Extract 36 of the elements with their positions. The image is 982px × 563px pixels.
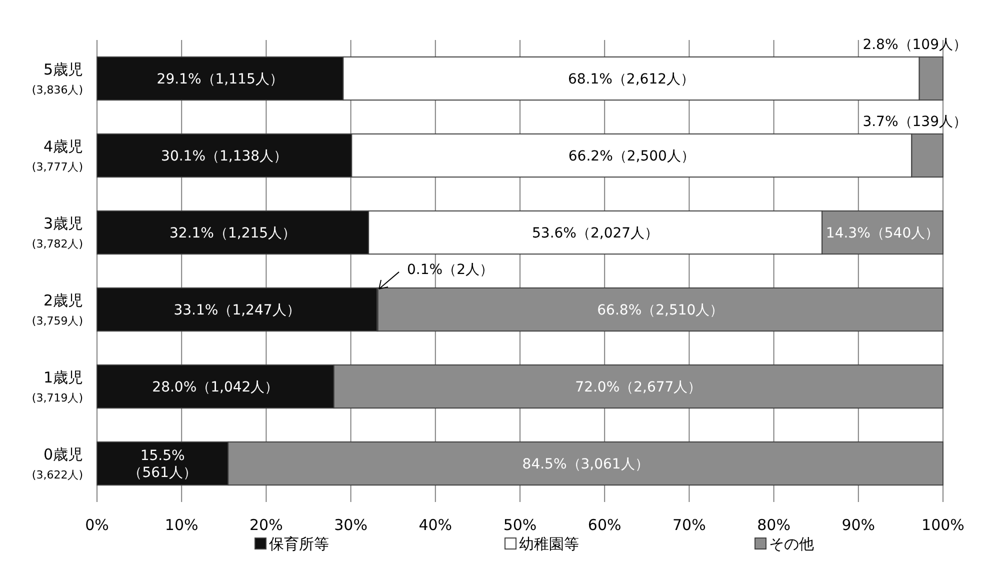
x-tick-label: 90%: [842, 516, 876, 534]
data-label: 15.5% （561人）: [128, 448, 197, 481]
y-tick-label: 3歳児 (3,782人): [32, 214, 83, 250]
y-tick-label: 0歳児 (3,622人): [32, 446, 83, 482]
data-label: 33.1%（1,247人）: [174, 302, 300, 318]
data-label: 32.1%（1,215人）: [170, 226, 296, 242]
y-tick-label: 1歳児 (3,719人): [32, 368, 83, 404]
x-tick-label: 30%: [334, 516, 368, 534]
data-label: 66.2%（2,500人）: [568, 148, 695, 164]
data-label: 30.1%（1,138人）: [161, 148, 288, 164]
x-tick-label: 40%: [418, 516, 452, 534]
y-tick-label: 4歳児 (3,777人): [32, 138, 83, 174]
x-tick-label: 50%: [503, 516, 537, 534]
data-label: 66.8%（2,510人）: [597, 302, 724, 318]
data-label: 2.8%（109人）: [862, 36, 967, 53]
data-label: 29.1%（1,115人）: [156, 72, 284, 88]
legend-label: 幼稚園等: [519, 535, 579, 553]
data-label: 68.1%（2,612人）: [568, 72, 695, 88]
legend-label: 保育所等: [269, 535, 329, 553]
data-label: 0.1%（2人）: [407, 262, 494, 278]
data-label: 3.7%（139人）: [862, 114, 967, 130]
legend-label: その他: [769, 535, 814, 553]
data-label: 72.0%（2,677人）: [575, 380, 702, 396]
data-label: 84.5%（3,061人）: [522, 456, 649, 472]
y-tick-label: 5歳児 (3,836人): [32, 60, 83, 96]
x-tick-label: 20%: [250, 516, 283, 534]
x-tick-label: 80%: [757, 516, 790, 534]
x-tick-label: 70%: [672, 516, 706, 534]
x-tick-label: 100%: [922, 516, 964, 534]
x-tick-label: 60%: [588, 516, 622, 534]
data-label: 14.3%（540人）: [826, 226, 940, 242]
data-label: 28.0%（1,042人）: [152, 380, 279, 396]
x-tick-label: 0%: [85, 516, 109, 534]
data-label: 53.6%（2,027人）: [532, 226, 659, 242]
x-tick-label: 10%: [164, 516, 198, 534]
y-tick-label: 2歳児 (3,759人): [32, 292, 83, 328]
